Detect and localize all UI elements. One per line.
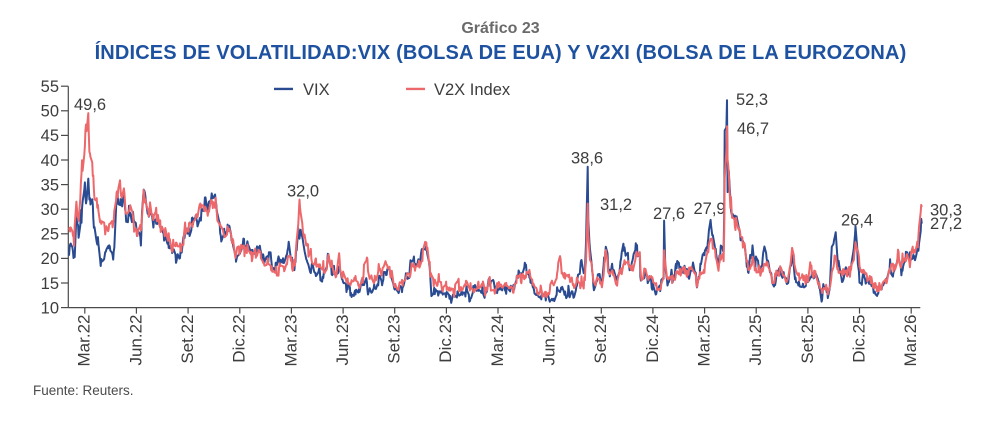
svg-text:15: 15 (41, 275, 59, 293)
svg-text:27,6: 27,6 (653, 205, 685, 223)
svg-text:Dic.23: Dic.23 (436, 315, 455, 363)
svg-text:20: 20 (41, 250, 59, 268)
svg-text:Jun.24: Jun.24 (540, 315, 559, 366)
svg-text:Set.25: Set.25 (798, 315, 817, 364)
svg-text:Dic.22: Dic.22 (230, 315, 249, 363)
svg-text:Mar.26: Mar.26 (901, 315, 920, 367)
svg-text:Mar.23: Mar.23 (281, 315, 300, 367)
svg-text:V2X Index: V2X Index (434, 81, 511, 99)
svg-text:10: 10 (41, 299, 59, 317)
svg-text:Mar.24: Mar.24 (488, 315, 507, 367)
svg-text:Mar.25: Mar.25 (695, 315, 714, 367)
svg-text:35: 35 (41, 176, 59, 194)
svg-text:27,9: 27,9 (694, 200, 726, 218)
svg-text:55: 55 (41, 78, 59, 96)
svg-text:49,6: 49,6 (74, 96, 106, 114)
svg-text:Jun.25: Jun.25 (746, 315, 765, 366)
svg-text:50: 50 (41, 103, 59, 121)
svg-text:30,3: 30,3 (930, 201, 962, 219)
svg-text:38,6: 38,6 (571, 150, 603, 168)
svg-text:Mar.22: Mar.22 (75, 315, 94, 367)
svg-text:26,4: 26,4 (841, 212, 873, 230)
svg-text:25: 25 (41, 226, 59, 244)
svg-text:Set.22: Set.22 (178, 315, 197, 364)
svg-text:Jun.23: Jun.23 (333, 315, 352, 366)
svg-text:30: 30 (41, 201, 59, 219)
svg-text:VIX: VIX (303, 81, 330, 99)
svg-text:31,2: 31,2 (600, 196, 632, 214)
svg-text:27,2: 27,2 (930, 215, 962, 233)
svg-text:52,3: 52,3 (736, 91, 768, 109)
svg-text:40: 40 (41, 152, 59, 170)
svg-text:Dic.25: Dic.25 (849, 315, 868, 363)
svg-text:45: 45 (41, 127, 59, 145)
svg-text:Set.24: Set.24 (591, 315, 610, 364)
svg-text:Dic.24: Dic.24 (643, 315, 662, 363)
svg-text:Set.23: Set.23 (385, 315, 404, 364)
svg-text:32,0: 32,0 (287, 183, 319, 201)
svg-text:46,7: 46,7 (737, 120, 769, 138)
svg-text:Jun.22: Jun.22 (126, 315, 145, 366)
